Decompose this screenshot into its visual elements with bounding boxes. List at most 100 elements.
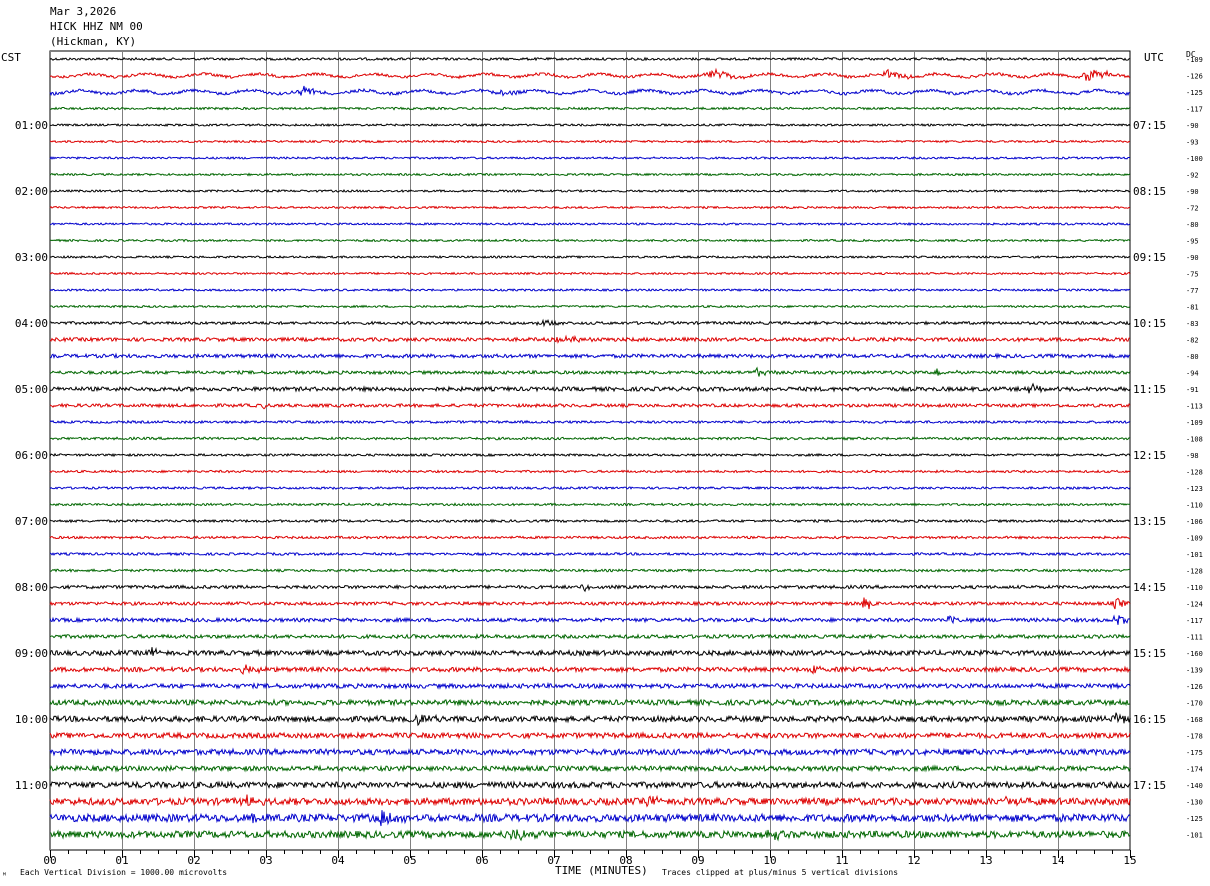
trace-row [49, 794, 1131, 808]
utc-hour-label: 07:15 [1133, 119, 1166, 132]
trace-row [49, 502, 1131, 507]
seismic-traces [49, 56, 1131, 842]
dc-offset-label: -95 [1186, 238, 1199, 246]
x-tick-label: 13 [979, 854, 992, 867]
dc-offset-label: -90 [1186, 254, 1199, 262]
date-label: Mar 3,2026 [50, 5, 117, 18]
utc-hour-label: 08:15 [1133, 185, 1166, 198]
dc-offset-label: -106 [1186, 518, 1203, 526]
dc-offset-label: -90 [1186, 188, 1199, 196]
x-tick-label: 01 [115, 854, 128, 867]
dc-offset-label: -110 [1186, 502, 1203, 510]
trace-row [50, 382, 1131, 394]
cst-hour-label: 07:00 [15, 515, 48, 528]
trace-row [49, 419, 1131, 425]
cst-hour-label: 06:00 [15, 449, 48, 462]
trace-row [49, 614, 1131, 625]
dc-offset-label: -174 [1186, 766, 1203, 774]
dc-offset-label: -160 [1186, 650, 1203, 658]
dc-offset-label: -109 [1186, 535, 1203, 543]
trace-row [49, 304, 1131, 309]
trace-row [49, 106, 1131, 111]
trace-row [49, 568, 1131, 573]
trace-row [49, 352, 1130, 360]
trace-row [49, 597, 1131, 610]
cst-hour-label: 09:00 [15, 647, 48, 660]
utc-hour-label: 14:15 [1133, 581, 1166, 594]
trace-row [49, 221, 1131, 227]
x-tick-label: 14 [1051, 854, 1065, 867]
trace-row [49, 452, 1131, 458]
x-tick-label: 11 [835, 854, 848, 867]
x-tick-label: 15 [1123, 854, 1136, 867]
dc-offset-label: -90 [1186, 122, 1199, 130]
dc-offset-label: -123 [1186, 485, 1203, 493]
trace-row [49, 747, 1131, 757]
corner-glyph: ᴹ [2, 871, 7, 880]
cst-zone-label: CST [1, 51, 21, 64]
dc-offset-label: -100 [1186, 155, 1203, 163]
dc-offset-label: -72 [1186, 205, 1199, 213]
clip-note: Traces clipped at plus/minus 5 vertical … [662, 868, 899, 877]
dc-offset-label: -126 [1186, 73, 1203, 81]
trace-row [49, 56, 1131, 62]
x-tick-label: 12 [907, 854, 920, 867]
plot-frame [49, 50, 1131, 851]
cst-hour-label: 05:00 [15, 383, 48, 396]
dc-offset-label: -130 [1186, 799, 1203, 807]
trace-row [49, 681, 1131, 690]
trace-row [49, 254, 1131, 260]
x-tick-label: 03 [259, 854, 272, 867]
utc-hour-label: 17:15 [1133, 779, 1166, 792]
trace-row [49, 469, 1131, 474]
dc-offset-label: -178 [1186, 733, 1203, 741]
trace-row [49, 366, 1131, 377]
cst-hour-label: 03:00 [15, 251, 48, 264]
cst-hour-label: 08:00 [15, 581, 48, 594]
trace-row [49, 829, 1131, 842]
trace-row [49, 172, 1131, 177]
trace-row [49, 780, 1131, 790]
dc-offset-label: -175 [1186, 749, 1203, 757]
x-tick-label: 04 [331, 854, 345, 867]
x-tick-label: 00 [43, 854, 56, 867]
cst-hour-label: 11:00 [15, 779, 48, 792]
dc-offset-label: -101 [1186, 551, 1203, 559]
x-tick-label: 06 [475, 854, 488, 867]
dc-offset-label: -77 [1186, 287, 1199, 295]
dc-offset-label: -124 [1186, 601, 1203, 609]
trace-row [49, 698, 1131, 707]
location-label: (Hickman, KY) [50, 35, 137, 48]
x-tick-label: 10 [763, 854, 776, 867]
dc-offset-label: -128 [1186, 469, 1203, 477]
trace-row [49, 288, 1131, 293]
trace-row [49, 764, 1131, 773]
dc-offset-label: -125 [1186, 89, 1203, 97]
dc-offset-label: -81 [1186, 304, 1199, 312]
trace-row [49, 139, 1131, 144]
trace-row [49, 271, 1131, 276]
trace-row [49, 731, 1131, 740]
utc-hour-label: 12:15 [1133, 449, 1166, 462]
cst-hour-label: 01:00 [15, 119, 48, 132]
x-tick-label: 09 [691, 854, 704, 867]
x-axis-title: TIME (MINUTES) [555, 864, 648, 877]
trace-row [49, 205, 1131, 210]
trace-row [50, 318, 1131, 328]
dc-offset-label: -126 [1186, 683, 1203, 691]
minute-gridlines [49, 50, 1131, 858]
station-label: HICK HHZ NM 00 [50, 20, 143, 33]
x-tick-label: 05 [403, 854, 416, 867]
trace-row [49, 535, 1131, 540]
trace-row [49, 67, 1131, 82]
trace-row [49, 518, 1131, 524]
trace-row [49, 647, 1131, 658]
dc-offset-label: -139 [1186, 667, 1203, 675]
dc-offset-label: -80 [1186, 221, 1199, 229]
dc-offset-label: -80 [1186, 353, 1199, 361]
trace-row [49, 810, 1131, 827]
dc-offset-label: -140 [1186, 782, 1203, 790]
trace-row [49, 238, 1131, 243]
dc-offset-label: -109 [1186, 56, 1203, 64]
